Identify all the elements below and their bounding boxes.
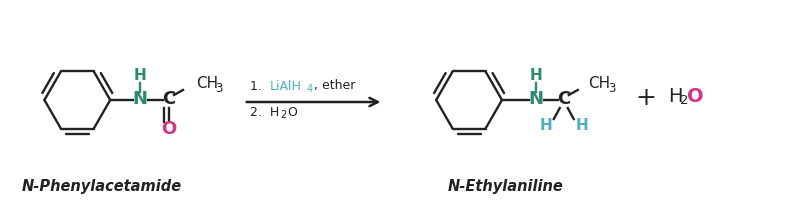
- Text: N-Phenylacetamide: N-Phenylacetamide: [22, 180, 182, 194]
- Text: 2: 2: [281, 110, 287, 120]
- Text: H: H: [575, 118, 588, 134]
- Text: 4: 4: [307, 84, 313, 95]
- Text: 3: 3: [215, 82, 223, 95]
- Text: LiAlH: LiAlH: [270, 79, 302, 92]
- Text: CH: CH: [196, 76, 218, 92]
- Text: +: +: [635, 86, 656, 110]
- Text: C: C: [162, 90, 176, 108]
- Text: H: H: [668, 88, 683, 106]
- Text: H: H: [529, 68, 542, 84]
- Text: 2.  H: 2. H: [250, 106, 279, 118]
- Text: , ether: , ether: [314, 79, 355, 92]
- Text: C: C: [557, 90, 571, 108]
- Text: 1.: 1.: [250, 79, 270, 92]
- Text: CH: CH: [588, 76, 611, 92]
- Text: H: H: [134, 68, 147, 84]
- Text: O: O: [688, 88, 704, 106]
- Text: O: O: [287, 106, 298, 118]
- Text: 3: 3: [608, 82, 615, 95]
- Text: O: O: [161, 120, 177, 138]
- Text: N: N: [132, 90, 148, 108]
- Text: N: N: [529, 90, 543, 108]
- Text: 2: 2: [680, 95, 689, 108]
- Text: N-Ethylaniline: N-Ethylaniline: [448, 180, 564, 194]
- Text: H: H: [539, 118, 552, 134]
